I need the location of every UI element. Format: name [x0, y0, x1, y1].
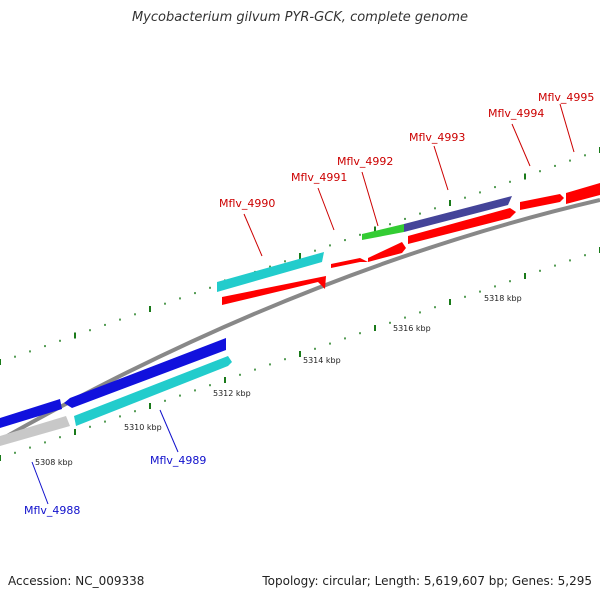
page-title: Mycobacterium gilvum PYR-GCK, complete g… [131, 10, 469, 25]
gene-arrow[interactable] [64, 338, 226, 408]
gene-arrow[interactable] [566, 183, 600, 204]
scale-label: 5312 kbp [213, 389, 251, 398]
leader-line [31, 461, 49, 505]
gene-label[interactable]: Mflv_4990 [219, 197, 275, 210]
genome-backbone [0, 198, 600, 442]
gene-arrow[interactable] [222, 276, 326, 305]
scale-label: 5310 kbp [124, 423, 162, 432]
gene-arrow[interactable] [404, 196, 512, 232]
gene-label[interactable]: Mflv_4988 [24, 504, 80, 517]
gene-arrow[interactable] [408, 208, 516, 244]
gene-arrow[interactable] [0, 416, 70, 446]
leader-line [511, 123, 531, 167]
gene-label[interactable]: Mflv_4991 [291, 171, 347, 184]
leader-line [159, 409, 179, 453]
gene-label[interactable]: Mflv_4994 [488, 107, 544, 120]
outer-tick-row [0, 147, 600, 365]
leader-line [433, 145, 449, 191]
scale-label: 5308 kbp [35, 458, 73, 467]
genome-summary-text: Topology: circular; Length: 5,619,607 bp… [262, 574, 592, 588]
gene-label[interactable]: Mflv_4989 [150, 454, 206, 467]
leader-line [317, 187, 335, 231]
inner-tick-row [0, 247, 600, 461]
scale-label: 5314 kbp [303, 356, 341, 365]
gene-arrow[interactable] [0, 399, 62, 428]
gene-arrow[interactable] [217, 252, 324, 292]
gene-arrow[interactable] [331, 258, 368, 268]
accession-text: Accession: NC_009338 [8, 574, 145, 588]
gene-arrow[interactable] [362, 224, 404, 240]
label-leader-lines [31, 103, 575, 505]
scale-label: 5316 kbp [393, 324, 431, 333]
scale-label: 5318 kbp [484, 294, 522, 303]
gene-label[interactable]: Mflv_4993 [409, 131, 465, 144]
gene-arrow[interactable] [520, 194, 564, 210]
gene-label[interactable]: Mflv_4995 [538, 91, 594, 104]
gene-label[interactable]: Mflv_4992 [337, 155, 393, 168]
leader-line [243, 213, 263, 257]
leader-line [361, 171, 379, 227]
gene-arrow[interactable] [74, 356, 232, 426]
gene-arrow[interactable] [368, 242, 406, 262]
gene-features [0, 183, 600, 446]
leader-line [559, 103, 575, 153]
